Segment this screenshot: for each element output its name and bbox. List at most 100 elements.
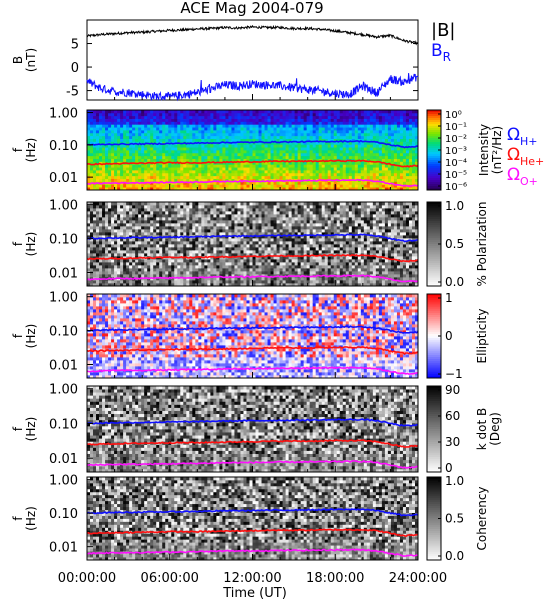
intensity-cell [262,173,265,176]
polarization-cell [246,229,249,232]
polarization-cell [117,268,120,271]
polarization-cell [171,247,174,250]
intensity-cell [231,176,234,179]
polarization-cell [150,220,153,223]
intensity-cell [325,170,328,173]
intensity-cell [406,141,409,144]
intensity-cell [204,121,207,124]
polarization-cell [165,247,168,250]
intensity-cell [144,170,147,173]
intensity-cell [256,121,259,124]
intensity-cell [135,184,138,187]
intensity-cell [102,167,105,170]
intensity-cell [126,130,129,133]
polarization-cell [135,268,138,271]
intensity-cell [87,130,90,133]
polarization-cell [210,214,213,217]
polarization-cell [171,271,174,274]
intensity-cell [195,130,198,133]
intensity-cell [337,127,340,130]
intensity-cell [283,133,286,136]
intensity-cell [120,159,123,162]
polarization-cell [259,277,262,280]
intensity-cell [126,159,129,162]
polarization-cell [243,244,246,247]
intensity-cell [349,130,352,133]
intensity-cell [274,176,277,179]
intensity-cell [165,144,168,147]
polarization-cell [135,250,138,253]
intensity-cell [90,127,93,130]
polarization-cell [108,220,111,223]
intensity-cell [117,153,120,156]
intensity-cell [132,159,135,162]
polarization-cell [234,205,237,208]
polarization-cell [93,220,96,223]
polarization-cell [117,250,120,253]
intensity-cell [195,136,198,139]
polarization-cell [240,262,243,265]
intensity-cell [400,121,403,124]
polarization-cell [183,274,186,277]
intensity-cell [147,176,150,179]
polarization-cell [141,220,144,223]
intensity-cell [289,150,292,153]
intensity-cell [162,136,165,139]
intensity-cell [403,130,406,133]
intensity-cell [210,144,213,147]
polarization-cell [198,238,201,241]
intensity-cell [388,156,391,159]
polarization-cell [246,211,249,214]
intensity-cell [240,144,243,147]
intensity-cell [256,156,259,159]
intensity-cell [292,130,295,133]
intensity-cell [207,170,210,173]
intensity-cell [99,136,102,139]
intensity-cell [135,116,138,119]
intensity-cell [162,164,165,167]
intensity-cell [271,150,274,153]
intensity-cell [135,139,138,142]
polarization-cell [174,268,177,271]
intensity-cell [195,144,198,147]
intensity-cell [189,136,192,139]
intensity-cell [87,173,90,176]
polarization-cell [96,232,99,235]
polarization-cell [249,226,252,229]
intensity-cell [156,153,159,156]
polarization-cell [204,211,207,214]
polarization-cell [144,259,147,262]
intensity-cell [349,119,352,122]
polarization-cell [114,280,117,283]
intensity-cell [207,127,210,130]
polarization-cell [177,232,180,235]
polarization-cell [243,262,246,265]
intensity-cell [256,133,259,136]
intensity-cell [135,156,138,159]
intensity-cell [406,176,409,179]
polarization-cell [228,205,231,208]
intensity-cell [180,127,183,130]
intensity-cell [135,147,138,150]
polarization-cell [186,259,189,262]
intensity-cell [213,156,216,159]
intensity-cell [370,136,373,139]
intensity-cell [301,113,304,116]
polarization-cell [183,217,186,220]
polarization-cell [90,205,93,208]
intensity-cell [87,133,90,136]
polarization-cell [117,214,120,217]
intensity-cell [237,113,240,116]
intensity-cell [201,150,204,153]
polarization-cell [219,265,222,268]
intensity-cell [231,170,234,173]
intensity-cell [382,144,385,147]
polarization-cell [141,214,144,217]
intensity-cell [406,173,409,176]
polarization-cell [99,247,102,250]
intensity-cell [292,173,295,176]
intensity-cell [195,153,198,156]
intensity-cell [216,133,219,136]
intensity-cell [135,130,138,133]
intensity-cell [138,156,141,159]
